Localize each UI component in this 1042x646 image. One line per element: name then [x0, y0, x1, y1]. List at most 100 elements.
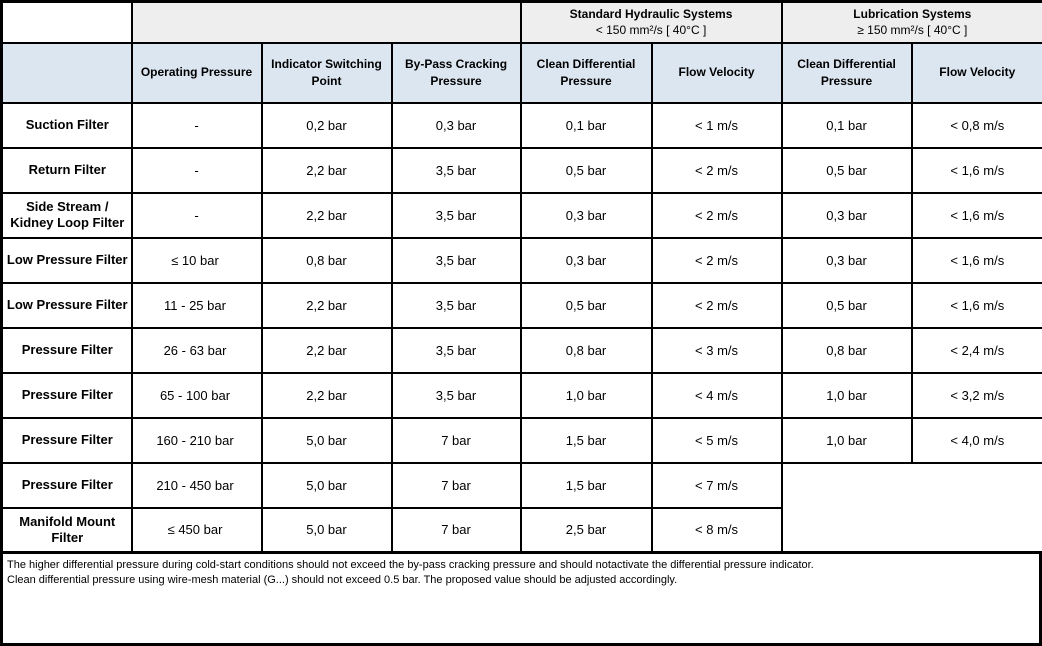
group-header-row: Standard Hydraulic Systems < 150 mm²/s […	[0, 0, 1042, 44]
lub-flow-velocity-cell: < 3,2 m/s	[910, 371, 1042, 419]
group-header-standard-hydraulic: Standard Hydraulic Systems < 150 mm²/s […	[519, 0, 783, 44]
row-label: Manifold Mount Filter	[0, 506, 133, 554]
lub-flow-velocity-cell: < 4,0 m/s	[910, 416, 1042, 464]
indicator-switching-point-cell: 5,0 bar	[260, 506, 393, 554]
lub-clean-diff-cell: 0,5 bar	[780, 281, 913, 329]
std-clean-diff-cell: 0,5 bar	[519, 146, 653, 194]
lub-clean-diff-cell: 1,0 bar	[780, 371, 913, 419]
indicator-switching-point-cell: 2,2 bar	[260, 146, 393, 194]
lub-clean-diff-cell: 0,3 bar	[780, 236, 913, 284]
bypass-cracking-pressure-cell: 0,3 bar	[390, 101, 522, 149]
std-clean-diff-cell: 0,8 bar	[519, 326, 653, 374]
bypass-cracking-pressure-cell: 3,5 bar	[390, 236, 522, 284]
std-clean-diff-cell: 0,3 bar	[519, 191, 653, 239]
std-flow-velocity-cell: < 2 m/s	[650, 191, 783, 239]
std-clean-diff-cell: 0,1 bar	[519, 101, 653, 149]
lub-flow-velocity-cell: < 1,6 m/s	[910, 281, 1042, 329]
lub-flow-velocity-cell: < 1,6 m/s	[910, 236, 1042, 284]
footnote-line-1: The higher differential pressure during …	[7, 559, 814, 571]
std-flow-velocity-cell: < 5 m/s	[650, 416, 783, 464]
table-row-low-pressure-filter-1: Low Pressure Filter ≤ 10 bar 0,8 bar 3,5…	[0, 236, 1042, 284]
lub-clean-diff-cell: 0,1 bar	[780, 101, 913, 149]
group-header-lubrication: Lubrication Systems ≥ 150 mm²/s [ 40°C ]	[780, 0, 1042, 44]
column-header-lub-flow-velocity: Flow Velocity	[910, 41, 1042, 104]
operating-pressure-cell: 11 - 25 bar	[130, 281, 263, 329]
group-subtitle: ≥ 150 mm²/s [ 40°C ]	[857, 23, 968, 38]
table-row-manifold-mount-filter: Manifold Mount Filter ≤ 450 bar 5,0 bar …	[0, 506, 1042, 554]
lub-flow-velocity-cell: < 1,6 m/s	[910, 146, 1042, 194]
row-label: Pressure Filter	[0, 326, 133, 374]
indicator-switching-point-cell: 2,2 bar	[260, 191, 393, 239]
operating-pressure-cell: -	[130, 101, 263, 149]
operating-pressure-cell: ≤ 450 bar	[130, 506, 263, 554]
indicator-switching-point-cell: 5,0 bar	[260, 461, 393, 509]
footnote-line-2: Clean differential pressure using wire-m…	[7, 574, 678, 587]
row-label: Pressure Filter	[0, 461, 133, 509]
lub-flow-velocity-cell: < 2,4 m/s	[910, 326, 1042, 374]
column-header-lub-clean-differential-pressure: Clean Differential Pressure	[780, 41, 913, 104]
std-flow-velocity-cell: < 2 m/s	[650, 281, 783, 329]
group-title: Lubrication Systems	[853, 7, 972, 22]
corner-blank-cell	[0, 0, 133, 44]
std-flow-velocity-cell: < 8 m/s	[650, 506, 783, 554]
std-flow-velocity-cell: < 2 m/s	[650, 146, 783, 194]
group-title: Standard Hydraulic Systems	[569, 7, 733, 22]
std-clean-diff-cell: 1,5 bar	[519, 416, 653, 464]
lub-clean-diff-cell: 0,5 bar	[780, 146, 913, 194]
row-label: Low Pressure Filter	[0, 236, 133, 284]
column-header-operating-pressure: Operating Pressure	[130, 41, 263, 104]
column-header-row: Operating Pressure Indicator Switching P…	[0, 41, 1042, 104]
row-label: Low Pressure Filter	[0, 281, 133, 329]
bypass-cracking-pressure-cell: 7 bar	[390, 461, 522, 509]
std-flow-velocity-cell: < 2 m/s	[650, 236, 783, 284]
table-row-pressure-filter-65-100: Pressure Filter 65 - 100 bar 2,2 bar 3,5…	[0, 371, 1042, 419]
table-row-pressure-filter-210-450: Pressure Filter 210 - 450 bar 5,0 bar 7 …	[0, 461, 1042, 554]
row-label: Pressure Filter	[0, 371, 133, 419]
bypass-cracking-pressure-cell: 3,5 bar	[390, 191, 522, 239]
indicator-switching-point-cell: 2,2 bar	[260, 371, 393, 419]
indicator-switching-point-cell: 5,0 bar	[260, 416, 393, 464]
operating-pressure-cell: 65 - 100 bar	[130, 371, 263, 419]
table-row-suction-filter: Suction Filter - 0,2 bar 0,3 bar 0,1 bar…	[0, 101, 1042, 149]
column-header-std-clean-differential-pressure: Clean Differential Pressure	[519, 41, 653, 104]
lub-flow-velocity-cell: < 1,6 m/s	[910, 191, 1042, 239]
indicator-switching-point-cell: 0,8 bar	[260, 236, 393, 284]
row-label: Suction Filter	[0, 101, 133, 149]
lub-clean-diff-cell: 0,3 bar	[780, 191, 913, 239]
std-flow-velocity-cell: < 4 m/s	[650, 371, 783, 419]
column-header-std-flow-velocity: Flow Velocity	[650, 41, 783, 104]
std-clean-diff-cell: 1,5 bar	[519, 461, 653, 509]
table-row-low-pressure-filter-2: Low Pressure Filter 11 - 25 bar 2,2 bar …	[0, 281, 1042, 329]
operating-pressure-cell: 160 - 210 bar	[130, 416, 263, 464]
bypass-cracking-pressure-cell: 3,5 bar	[390, 371, 522, 419]
std-flow-velocity-cell: < 3 m/s	[650, 326, 783, 374]
indicator-switching-point-cell: 2,2 bar	[260, 281, 393, 329]
column-header-blank	[0, 41, 133, 104]
bypass-cracking-pressure-cell: 7 bar	[390, 506, 522, 554]
operating-pressure-cell: 26 - 63 bar	[130, 326, 263, 374]
indicator-switching-point-cell: 0,2 bar	[260, 101, 393, 149]
table-row-pressure-filter-160-210: Pressure Filter 160 - 210 bar 5,0 bar 7 …	[0, 416, 1042, 464]
lub-merged-empty-cell	[780, 461, 1042, 554]
row-label: Return Filter	[0, 146, 133, 194]
row-label: Pressure Filter	[0, 416, 133, 464]
column-header-indicator-switching-point: Indicator Switching Point	[260, 41, 393, 104]
table-row-return-filter: Return Filter - 2,2 bar 3,5 bar 0,5 bar …	[0, 146, 1042, 194]
operating-pressure-cell: 210 - 450 bar	[130, 461, 263, 509]
operating-pressure-cell: -	[130, 191, 263, 239]
std-clean-diff-cell: 0,5 bar	[519, 281, 653, 329]
gray-band-blank-cell	[130, 0, 522, 44]
indicator-switching-point-cell: 2,2 bar	[260, 326, 393, 374]
bypass-cracking-pressure-cell: 3,5 bar	[390, 326, 522, 374]
lub-clean-diff-cell: 0,8 bar	[780, 326, 913, 374]
group-subtitle: < 150 mm²/s [ 40°C ]	[595, 23, 707, 38]
filter-spec-table: Standard Hydraulic Systems < 150 mm²/s […	[0, 0, 1042, 554]
table-row-side-stream-kidney-loop-filter: Side Stream / Kidney Loop Filter - 2,2 b…	[0, 191, 1042, 239]
lub-flow-velocity-cell: < 0,8 m/s	[910, 101, 1042, 149]
table-row-pressure-filter-26-63: Pressure Filter 26 - 63 bar 2,2 bar 3,5 …	[0, 326, 1042, 374]
operating-pressure-cell: ≤ 10 bar	[130, 236, 263, 284]
column-header-bypass-cracking-pressure: By-Pass Cracking Pressure	[390, 41, 522, 104]
std-clean-diff-cell: 2,5 bar	[519, 506, 653, 554]
std-clean-diff-cell: 0,3 bar	[519, 236, 653, 284]
row-label: Side Stream / Kidney Loop Filter	[0, 191, 133, 239]
